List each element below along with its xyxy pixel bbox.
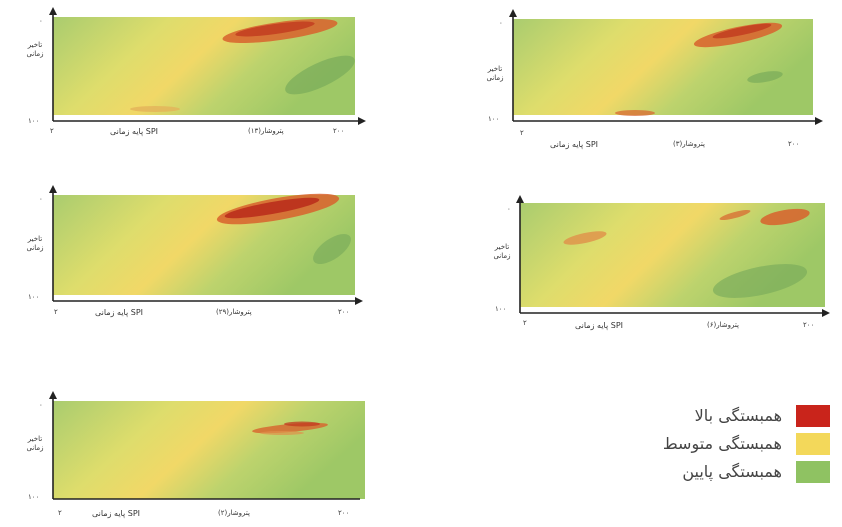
x-tick-end: ۲۰۰ (338, 509, 350, 517)
legend-label-medium: همبستگی متوسط (662, 434, 782, 453)
legend-swatch-medium (796, 433, 830, 455)
legend-label-low: همبستگی پایین (682, 462, 782, 481)
y-axis-label: تاخیر زمانی (493, 243, 511, 260)
heatmap-chart-4 (516, 195, 830, 317)
low-correlation-blob (285, 55, 355, 95)
series-label: پتروشار(۶) (707, 321, 739, 329)
high-correlation-core (712, 23, 772, 39)
x-tick-start: ۲ (50, 127, 54, 135)
legend-item-low: همبستگی پایین (590, 461, 830, 483)
y-axis-arrow (516, 195, 524, 203)
x-axis-arrow (815, 117, 823, 125)
y-axis-arrow (49, 7, 57, 15)
x-axis-label: پایه زمانی SPI (575, 321, 624, 330)
x-axis-label: پایه زمانی SPI (95, 308, 144, 317)
y-axis-label: تاخیر زمانی (26, 435, 44, 452)
y-tick-top: ۰ (499, 19, 503, 27)
heatmap-panel-4: ۰ ۱۰۰ تاخیر زمانی ۲ پایه زمانی SPI پتروشا… (485, 195, 830, 345)
y-axis-arrow (49, 391, 57, 399)
legend-label-high: همبستگی بالا (694, 406, 782, 425)
heatmap-chart-1 (49, 7, 366, 125)
y-axis-arrow (509, 9, 517, 17)
y-tick-top: ۰ (39, 195, 43, 203)
high-correlation-core (284, 421, 320, 427)
heatmap-field (53, 401, 365, 499)
y-axis-arrow (49, 185, 57, 193)
x-axis-arrow (355, 297, 363, 305)
series-label: پتروشار(۲۹) (216, 308, 252, 316)
high-correlation-core (224, 197, 320, 219)
x-tick-start: ۲ (54, 308, 58, 316)
series-label: پتروشار(۳) (673, 140, 705, 148)
low-correlation-blob (747, 71, 783, 83)
high-correlation-streak (615, 110, 655, 116)
y-axis-label: تاخیر زمانی (486, 65, 504, 82)
y-tick-top: ۰ (39, 17, 43, 25)
x-tick-start: ۲ (58, 509, 62, 517)
y-tick-bottom: ۱۰۰ (28, 493, 40, 501)
series-label: پتروشار(۱۳) (248, 127, 284, 135)
heatmap-panel-5: ۰ ۱۰۰ تاخیر زمانی ۲ پایه زمانی SPI پتروشا… (20, 385, 365, 527)
heatmap-chart-2 (509, 9, 823, 125)
legend-item-medium: همبستگی متوسط (590, 433, 830, 455)
y-tick-bottom: ۱۰۰ (28, 293, 40, 301)
y-tick-bottom: ۱۰۰ (28, 117, 40, 125)
x-axis-label: پایه زمانی SPI (550, 140, 599, 149)
medium-correlation-streak (260, 431, 304, 435)
x-tick-start: ۲ (520, 129, 524, 137)
y-tick-top: ۰ (39, 401, 43, 409)
x-axis-arrow (822, 309, 830, 317)
x-tick-end: ۲۰۰ (338, 308, 350, 316)
medium-correlation-streak (130, 106, 180, 112)
heatmap-chart-3 (49, 185, 363, 305)
high-correlation-streak (719, 209, 751, 221)
y-axis-label: تاخیر زمانی (26, 41, 44, 58)
low-correlation-blob (313, 233, 351, 265)
y-axis-label: تاخیر زمانی (26, 235, 44, 252)
legend-swatch-low (796, 461, 830, 483)
high-correlation-core (235, 21, 315, 37)
x-axis-arrow (358, 117, 366, 125)
x-tick-start: ۲ (523, 319, 527, 327)
heatmap-panel-3: ۰ ۱۰۰ تاخیر زمانی ۲ پایه زمانی SPI پتروشا… (20, 183, 365, 333)
legend-item-high: همبستگی بالا (590, 405, 830, 427)
heatmap-chart-5 (49, 391, 365, 500)
y-tick-top: ۰ (507, 205, 511, 213)
low-correlation-blob (712, 264, 808, 298)
y-tick-bottom: ۱۰۰ (495, 305, 507, 313)
series-label: پتروشار(۲) (218, 509, 250, 517)
x-tick-end: ۲۰۰ (803, 321, 815, 329)
x-tick-end: ۲۰۰ (333, 127, 345, 135)
y-tick-bottom: ۱۰۰ (488, 115, 500, 123)
heatmap-panel-1: ۰ ۱۰۰ تاخیر زمانی ۲ پایه زمانی SPI پتروشا… (20, 5, 366, 155)
high-correlation-blob (760, 208, 810, 226)
medium-correlation-blob (563, 231, 607, 245)
x-tick-end: ۲۰۰ (788, 140, 800, 148)
x-axis-label: پایه زمانی SPI (110, 127, 159, 136)
x-axis-label: پایه زمانی SPI (92, 509, 141, 518)
legend-swatch-high (796, 405, 830, 427)
heatmap-panel-2: ۰ ۱۰۰ تاخیر زمانی ۲ پایه زمانی SPI پتروشا… (480, 5, 825, 155)
